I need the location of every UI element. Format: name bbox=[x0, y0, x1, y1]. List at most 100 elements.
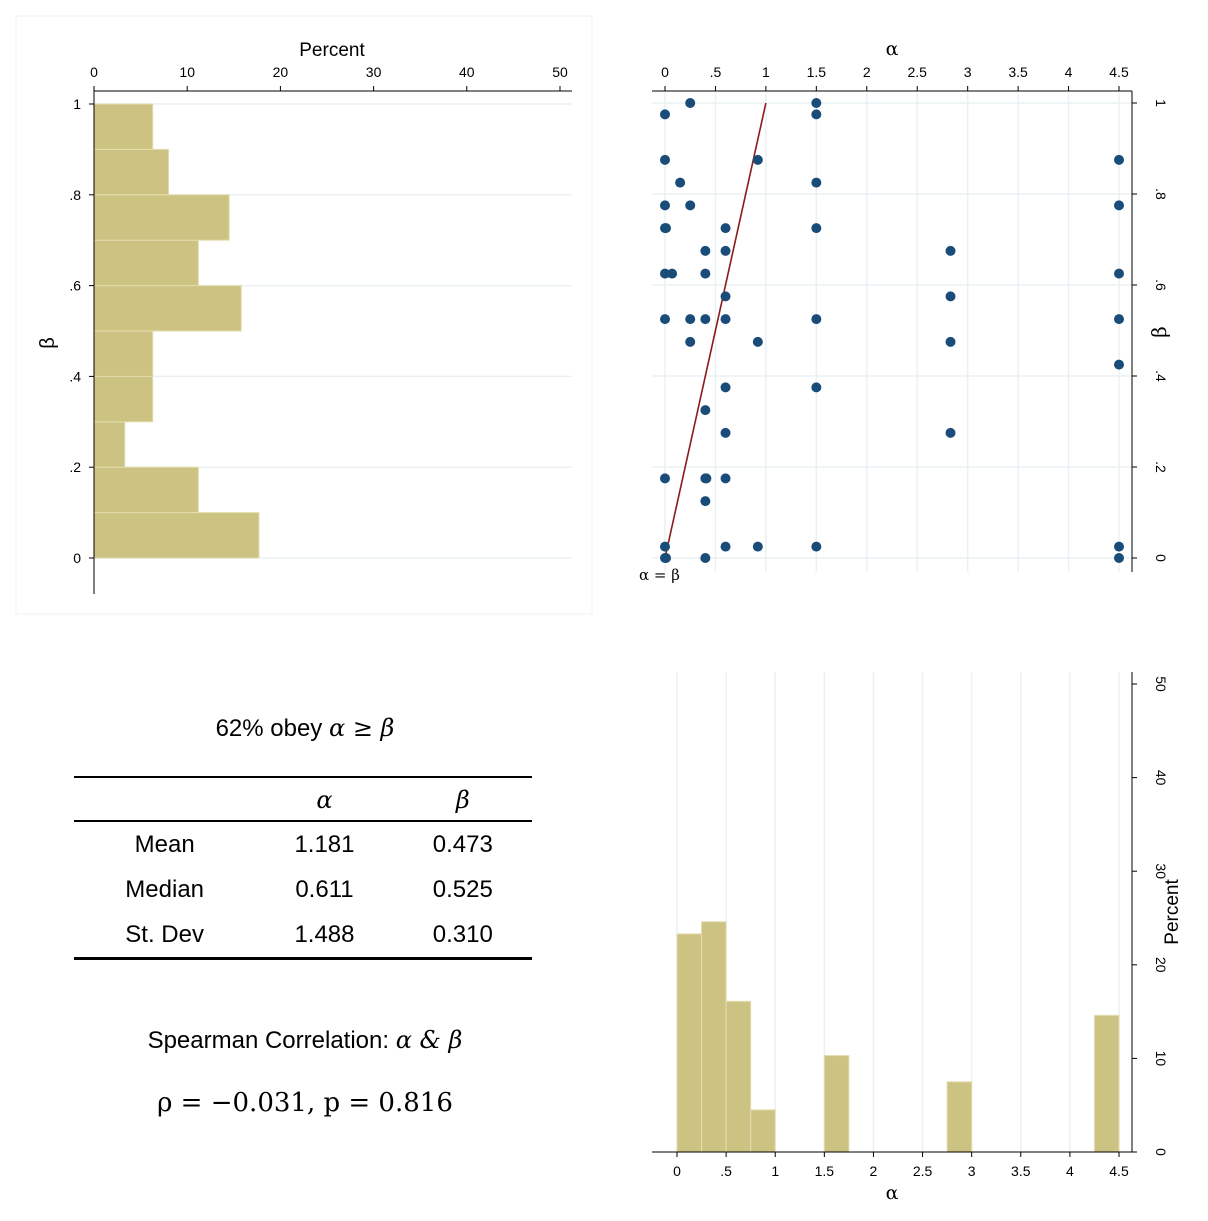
stats-header-blank bbox=[74, 776, 256, 822]
histogram-bar bbox=[676, 933, 703, 1153]
data-point bbox=[660, 314, 670, 325]
histogram-bar bbox=[93, 330, 154, 377]
data-point bbox=[945, 427, 956, 438]
data-point bbox=[1114, 359, 1124, 370]
data-point bbox=[811, 223, 822, 234]
data-point bbox=[685, 98, 696, 108]
rho-value: ρ = −0.031, p = 0.816 bbox=[157, 1088, 453, 1118]
spearman-caption: Spearman Correlation: α & β bbox=[60, 1026, 550, 1055]
y-tick-label: .2 bbox=[69, 459, 81, 475]
x-tick-label: 3.5 bbox=[1011, 1163, 1031, 1179]
histogram-bar bbox=[93, 148, 170, 196]
summary-statistics: 62% obey α ≥ β α β Mean 1.181 0.473 Medi… bbox=[60, 700, 550, 1160]
data-point bbox=[660, 473, 670, 484]
data-point bbox=[1114, 314, 1124, 325]
x-tick-label: 1.5 bbox=[807, 64, 827, 80]
y-axis-title: β bbox=[1147, 326, 1171, 338]
alpha-equals-beta-line bbox=[664, 102, 767, 559]
obey-math: α ≥ β bbox=[328, 714, 395, 742]
histogram-bar bbox=[93, 466, 199, 514]
x-axis-title: α bbox=[886, 38, 899, 60]
stats-header-beta: β bbox=[393, 776, 532, 822]
data-point bbox=[720, 291, 731, 302]
y-tick-label: 0 bbox=[1153, 1148, 1169, 1156]
obey-prefix: 62% obey bbox=[215, 715, 329, 742]
x-tick-label: 50 bbox=[552, 64, 568, 80]
data-point bbox=[1114, 154, 1124, 165]
x-tick-label: .5 bbox=[720, 1163, 732, 1179]
histogram-bar bbox=[823, 1055, 850, 1153]
x-tick-label: 40 bbox=[459, 64, 475, 80]
row-alpha: 0.611 bbox=[295, 876, 354, 903]
data-point bbox=[811, 541, 822, 552]
x-tick-label: 3 bbox=[968, 1163, 976, 1179]
data-point bbox=[660, 268, 670, 279]
data-point bbox=[700, 245, 711, 256]
data-point bbox=[752, 336, 763, 347]
data-point bbox=[661, 553, 672, 563]
histogram-bar bbox=[93, 421, 126, 468]
x-tick-label: 20 bbox=[273, 64, 289, 80]
x-tick-label: 1 bbox=[771, 1163, 779, 1179]
data-point bbox=[660, 200, 670, 211]
x-tick-label: 3.5 bbox=[1008, 64, 1028, 80]
data-point bbox=[720, 541, 731, 552]
data-point bbox=[700, 496, 711, 507]
data-point bbox=[660, 541, 670, 552]
data-point bbox=[700, 553, 711, 563]
y-tick-label: 0 bbox=[1153, 554, 1169, 562]
x-tick-label: 1.5 bbox=[815, 1163, 835, 1179]
y-tick-label: 1 bbox=[73, 96, 81, 112]
stats-table: α β Mean 1.181 0.473 Median 0.611 0.525 … bbox=[74, 776, 532, 960]
alpha-histogram: 0 .5 1 1.5 2 2.5 3 3.5 4 4.5 α 0 10 20 30 40 50 Percent bbox=[652, 672, 1183, 1204]
data-point bbox=[720, 473, 731, 484]
table-row: Median 0.611 0.525 bbox=[74, 867, 532, 912]
spearman-prefix: Spearman Correlation: bbox=[147, 1027, 396, 1054]
data-point bbox=[675, 177, 686, 188]
data-point bbox=[701, 473, 712, 484]
x-tick-label: 4 bbox=[1066, 1163, 1074, 1179]
data-point bbox=[811, 314, 822, 325]
data-point bbox=[811, 98, 822, 108]
stats-header-alpha: α bbox=[255, 776, 394, 822]
histogram-bar bbox=[701, 921, 727, 1153]
row-beta: 0.473 bbox=[432, 831, 493, 858]
x-tick-label: 4.5 bbox=[1109, 1163, 1129, 1179]
data-point bbox=[811, 177, 822, 188]
x-tick-label: 30 bbox=[366, 64, 382, 80]
x-tick-label: 4.5 bbox=[1109, 64, 1129, 80]
data-point bbox=[720, 427, 731, 438]
data-point bbox=[811, 109, 822, 120]
data-point bbox=[945, 291, 956, 302]
data-point bbox=[660, 109, 670, 120]
x-tick-label: 2 bbox=[870, 1163, 878, 1179]
histogram-bar bbox=[750, 1109, 776, 1153]
histogram-bar bbox=[1093, 1014, 1120, 1153]
obey-caption: 62% obey α ≥ β bbox=[60, 714, 550, 743]
histogram-bar bbox=[93, 239, 199, 287]
data-point bbox=[1114, 541, 1124, 552]
histogram-bar bbox=[946, 1081, 973, 1153]
y-tick-label: .2 bbox=[1153, 461, 1169, 473]
y-tick-label: .4 bbox=[69, 368, 81, 384]
data-point bbox=[720, 245, 731, 256]
histogram-bar bbox=[93, 194, 230, 241]
y-tick-label: .6 bbox=[1153, 279, 1169, 291]
x-tick-label: 0 bbox=[90, 64, 98, 80]
data-point bbox=[752, 541, 763, 552]
histogram-bar bbox=[725, 1000, 752, 1153]
x-axis-title: α bbox=[886, 1182, 899, 1204]
data-point bbox=[700, 268, 711, 279]
y-axis-title: Percent bbox=[1162, 879, 1183, 945]
y-tick-label: 10 bbox=[1153, 1051, 1169, 1067]
row-label: Mean bbox=[134, 831, 195, 858]
x-tick-label: .5 bbox=[710, 64, 722, 80]
y-axis-title: β bbox=[37, 337, 59, 349]
data-point bbox=[700, 405, 711, 416]
row-beta: 0.310 bbox=[393, 912, 532, 960]
histogram-bar bbox=[93, 285, 242, 332]
x-axis-title: Percent bbox=[299, 40, 365, 61]
data-point bbox=[720, 223, 731, 234]
data-point bbox=[945, 336, 956, 347]
data-point bbox=[660, 154, 670, 165]
